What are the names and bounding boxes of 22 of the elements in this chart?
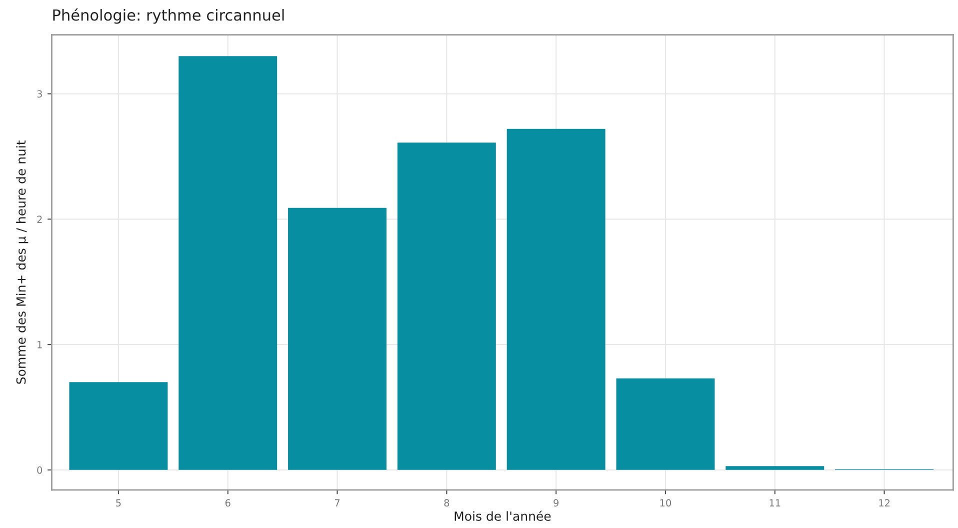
y-tick-label: 2 [37,216,42,223]
bar [69,382,168,470]
bar [616,378,715,470]
y-tick-label: 0 [37,466,42,474]
x-axis-title: Mois de l'année [454,510,551,521]
x-tick-label: 5 [116,499,121,507]
y-tick-label: 1 [38,341,42,348]
x-tick-label: 6 [225,499,230,507]
chart-title: Phénologie: rythme circannuel [53,8,284,24]
bar [726,466,824,470]
x-tick-label: 11 [770,499,780,506]
bar [178,56,278,470]
x-tick-label: 8 [444,499,450,507]
x-tick-label: 10 [660,499,672,507]
bar [288,208,387,470]
x-tick-label: 9 [554,499,558,507]
x-tick-label: 7 [334,499,340,506]
x-tick-label: 12 [879,499,890,506]
y-tick-label: 3 [37,90,42,98]
y-axis-title: Somme des Min+ des µ / heure de nuit [16,140,28,384]
bar [506,128,606,470]
bar [397,142,496,470]
